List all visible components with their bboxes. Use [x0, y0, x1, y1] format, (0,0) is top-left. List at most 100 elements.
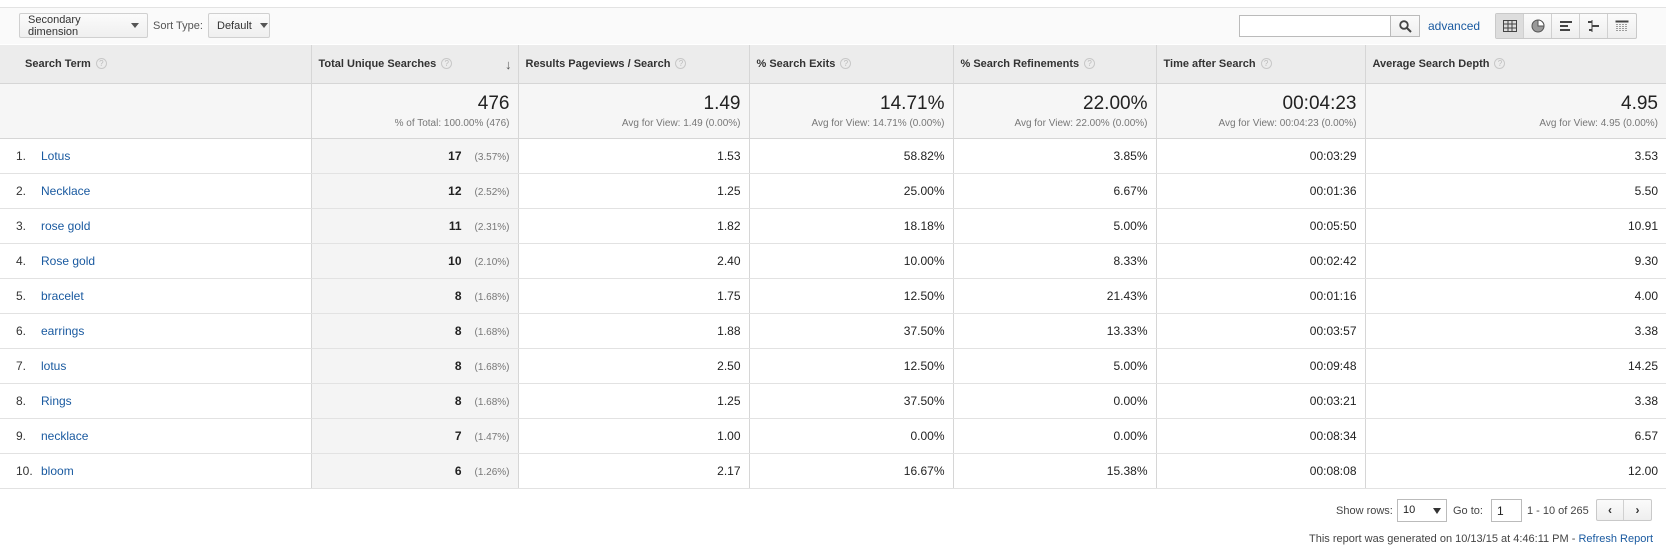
refresh-report-link[interactable]: Refresh Report — [1578, 533, 1654, 545]
search-refinements-cell: 5.00% — [953, 348, 1157, 384]
table-row[interactable]: 5. bracelet 8 (1.68%) 1.75 12.50% 21.43% 00:01:… — [0, 278, 1666, 314]
pagination-buttons: ‹ › — [1596, 499, 1652, 521]
secondary-dimension-button[interactable]: Secondary dimension — [19, 13, 148, 38]
search-term-link[interactable]: rose gold — [41, 218, 91, 233]
help-icon[interactable]: ? — [1494, 58, 1506, 70]
search-exits-cell: 16.67% — [749, 453, 954, 489]
search-term-cell: 2. Necklace — [0, 173, 312, 209]
pageviews-per-search-cell: 2.50 — [518, 348, 750, 384]
search-term-link[interactable]: necklace — [41, 428, 89, 443]
table-row[interactable]: 3. rose gold 11 (2.31%) 1.82 18.18% 5.00% 00:05… — [0, 208, 1666, 244]
table-row[interactable]: 1. Lotus 17 (3.57%) 1.53 58.82% 3.85% 00:03:29 3… — [0, 138, 1666, 174]
search-term-link[interactable]: Necklace — [41, 183, 91, 198]
sort-type-value: Default — [217, 19, 252, 32]
goto-page-input[interactable]: 1 — [1491, 499, 1522, 522]
unique-searches-cell: 8 (1.68%) — [311, 278, 519, 314]
column-header-results-pageviews[interactable]: Results Pageviews / Search? — [518, 45, 750, 84]
table-row[interactable]: 8. Rings 8 (1.68%) 1.25 37.50% 0.00% 00:03:21 3.… — [0, 383, 1666, 419]
advanced-filter-link[interactable]: advanced — [1428, 19, 1481, 33]
performance-view-button[interactable] — [1552, 14, 1580, 38]
help-icon[interactable]: ? — [840, 58, 852, 70]
help-icon[interactable]: ? — [95, 58, 107, 70]
pivot-view-button[interactable] — [1608, 14, 1636, 38]
table-row[interactable]: 4. Rose gold 10 (2.10%) 2.40 10.00% 8.33% 00:02… — [0, 243, 1666, 279]
search-term-link[interactable]: lotus — [41, 358, 67, 373]
search-exits-cell: 12.50% — [749, 278, 954, 314]
unique-searches-cell: 10 (2.10%) — [311, 243, 519, 279]
unique-searches-percent: (1.68%) — [474, 361, 510, 373]
table-row[interactable]: 2. Necklace 12 (2.52%) 1.25 25.00% 6.67% 00:01:… — [0, 173, 1666, 209]
average-search-depth-cell: 12.00 — [1365, 453, 1666, 489]
pie-view-icon — [1531, 19, 1545, 33]
unique-searches-percent: (2.31%) — [474, 221, 510, 233]
search-exits-cell: 58.82% — [749, 138, 954, 174]
search-exits-cell: 25.00% — [749, 173, 954, 209]
table-row[interactable]: 6. earrings 8 (1.68%) 1.88 37.50% 13.33% 00:03:… — [0, 313, 1666, 349]
column-header-time-after-search[interactable]: Time after Search? — [1156, 45, 1366, 84]
time-after-search-cell: 00:09:48 — [1156, 348, 1366, 384]
table-search-input[interactable] — [1239, 15, 1391, 37]
average-search-depth-cell: 5.50 — [1365, 173, 1666, 209]
table-row[interactable]: 10. bloom 6 (1.26%) 2.17 16.67% 15.38% 00:08:08… — [0, 453, 1666, 489]
column-header-average-search-depth[interactable]: Average Search Depth? — [1365, 45, 1666, 84]
help-icon[interactable]: ? — [675, 58, 687, 70]
search-term-link[interactable]: Rings — [41, 393, 72, 408]
unique-searches-value: 17 — [448, 148, 462, 163]
time-after-search-cell: 00:01:36 — [1156, 173, 1366, 209]
search-icon — [1398, 19, 1412, 33]
next-page-button[interactable]: › — [1624, 500, 1651, 520]
search-refinements-cell: 0.00% — [953, 383, 1157, 419]
totals-cell: 476% of Total: 100.00% (476) — [311, 83, 519, 139]
pageviews-per-search-cell: 1.53 — [518, 138, 750, 174]
search-term-link[interactable]: Lotus — [41, 148, 71, 163]
search-term-cell: 9. necklace — [0, 418, 312, 454]
column-header-search-refinements[interactable]: % Search Refinements? — [953, 45, 1157, 84]
search-term-link[interactable]: earrings — [41, 323, 85, 338]
search-refinements-cell: 8.33% — [953, 243, 1157, 279]
pie-view-button[interactable] — [1524, 14, 1552, 38]
column-header-search-term[interactable]: Search Term? — [0, 45, 312, 84]
table-row[interactable]: 7. lotus 8 (1.68%) 2.50 12.50% 5.00% 00:09:48 14… — [0, 348, 1666, 384]
sort-type-dropdown[interactable]: Default — [208, 13, 270, 38]
search-exits-cell: 12.50% — [749, 348, 954, 384]
time-after-search-cell: 00:03:29 — [1156, 138, 1366, 174]
sort-descending-icon: ↓ — [505, 57, 512, 72]
pageviews-per-search-cell: 1.82 — [518, 208, 750, 244]
unique-searches-value: 8 — [454, 358, 462, 373]
search-term-cell: 1. Lotus — [0, 138, 312, 174]
column-header-total-unique-searches[interactable]: Total Unique Searches? ↓ — [311, 45, 519, 84]
comparison-view-button[interactable] — [1580, 14, 1608, 38]
search-term-cell: 7. lotus — [0, 348, 312, 384]
show-rows-select[interactable]: 10 — [1397, 499, 1447, 522]
average-search-depth-cell: 9.30 — [1365, 243, 1666, 279]
search-exits-cell: 18.18% — [749, 208, 954, 244]
chevron-right-icon: › — [1635, 503, 1640, 517]
help-icon[interactable]: ? — [1084, 58, 1096, 70]
pagination-range: 1 - 10 of 265 — [1527, 505, 1589, 517]
unique-searches-cell: 11 (2.31%) — [311, 208, 519, 244]
unique-searches-value: 7 — [454, 428, 462, 443]
average-search-depth-cell: 3.53 — [1365, 138, 1666, 174]
table-header-row: Search Term? Total Unique Searches? ↓ Res… — [0, 45, 1666, 84]
unique-searches-percent: (1.68%) — [474, 291, 510, 303]
help-icon[interactable]: ? — [1260, 58, 1272, 70]
table-row[interactable]: 9. necklace 7 (1.47%) 1.00 0.00% 0.00% 00:08:34… — [0, 418, 1666, 454]
unique-searches-percent: (3.57%) — [474, 151, 510, 163]
search-term-link[interactable]: Rose gold — [41, 253, 96, 268]
unique-searches-percent: (2.52%) — [474, 186, 510, 198]
row-index: 3. — [16, 218, 27, 233]
search-term-link[interactable]: bloom — [41, 463, 74, 478]
view-switcher — [1495, 13, 1637, 39]
help-icon[interactable]: ? — [441, 58, 453, 70]
chevron-down-icon — [131, 23, 139, 28]
search-term-cell: 3. rose gold — [0, 208, 312, 244]
search-term-link[interactable]: bracelet — [41, 288, 84, 303]
search-button[interactable] — [1390, 15, 1420, 37]
previous-page-button[interactable]: ‹ — [1597, 500, 1624, 520]
show-rows-value: 10 — [1403, 504, 1416, 516]
table-view-button[interactable] — [1496, 14, 1524, 38]
pageviews-per-search-cell: 1.25 — [518, 383, 750, 419]
comparison-view-icon — [1587, 20, 1599, 32]
column-header-search-exits[interactable]: % Search Exits? — [749, 45, 954, 84]
pageviews-per-search-cell: 1.75 — [518, 278, 750, 314]
